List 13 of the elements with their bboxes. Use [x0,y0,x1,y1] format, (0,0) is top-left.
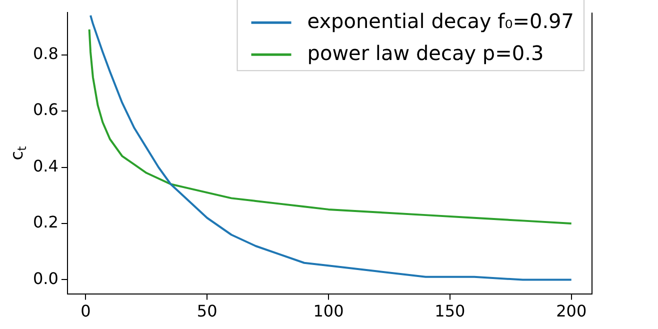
y-tick-label: 0.8 [32,44,58,63]
legend-label: power law decay p=0.3 [307,40,544,65]
y-axis-title: ct [7,146,30,160]
x-tick-label: 50 [196,302,218,321]
x-tick-label: 200 [556,302,587,321]
y-tick-label: 0.0 [32,268,58,288]
x-tick-label: 0 [80,302,91,321]
y-tick-label: 0.6 [32,100,58,120]
y-tick-label: 0.2 [32,212,58,232]
x-tick-label: 100 [313,302,344,321]
legend-label: exponential decay f₀=0.97 [307,8,574,33]
y-tick-label: 0.4 [32,156,58,176]
x-tick-label: 150 [434,302,466,321]
